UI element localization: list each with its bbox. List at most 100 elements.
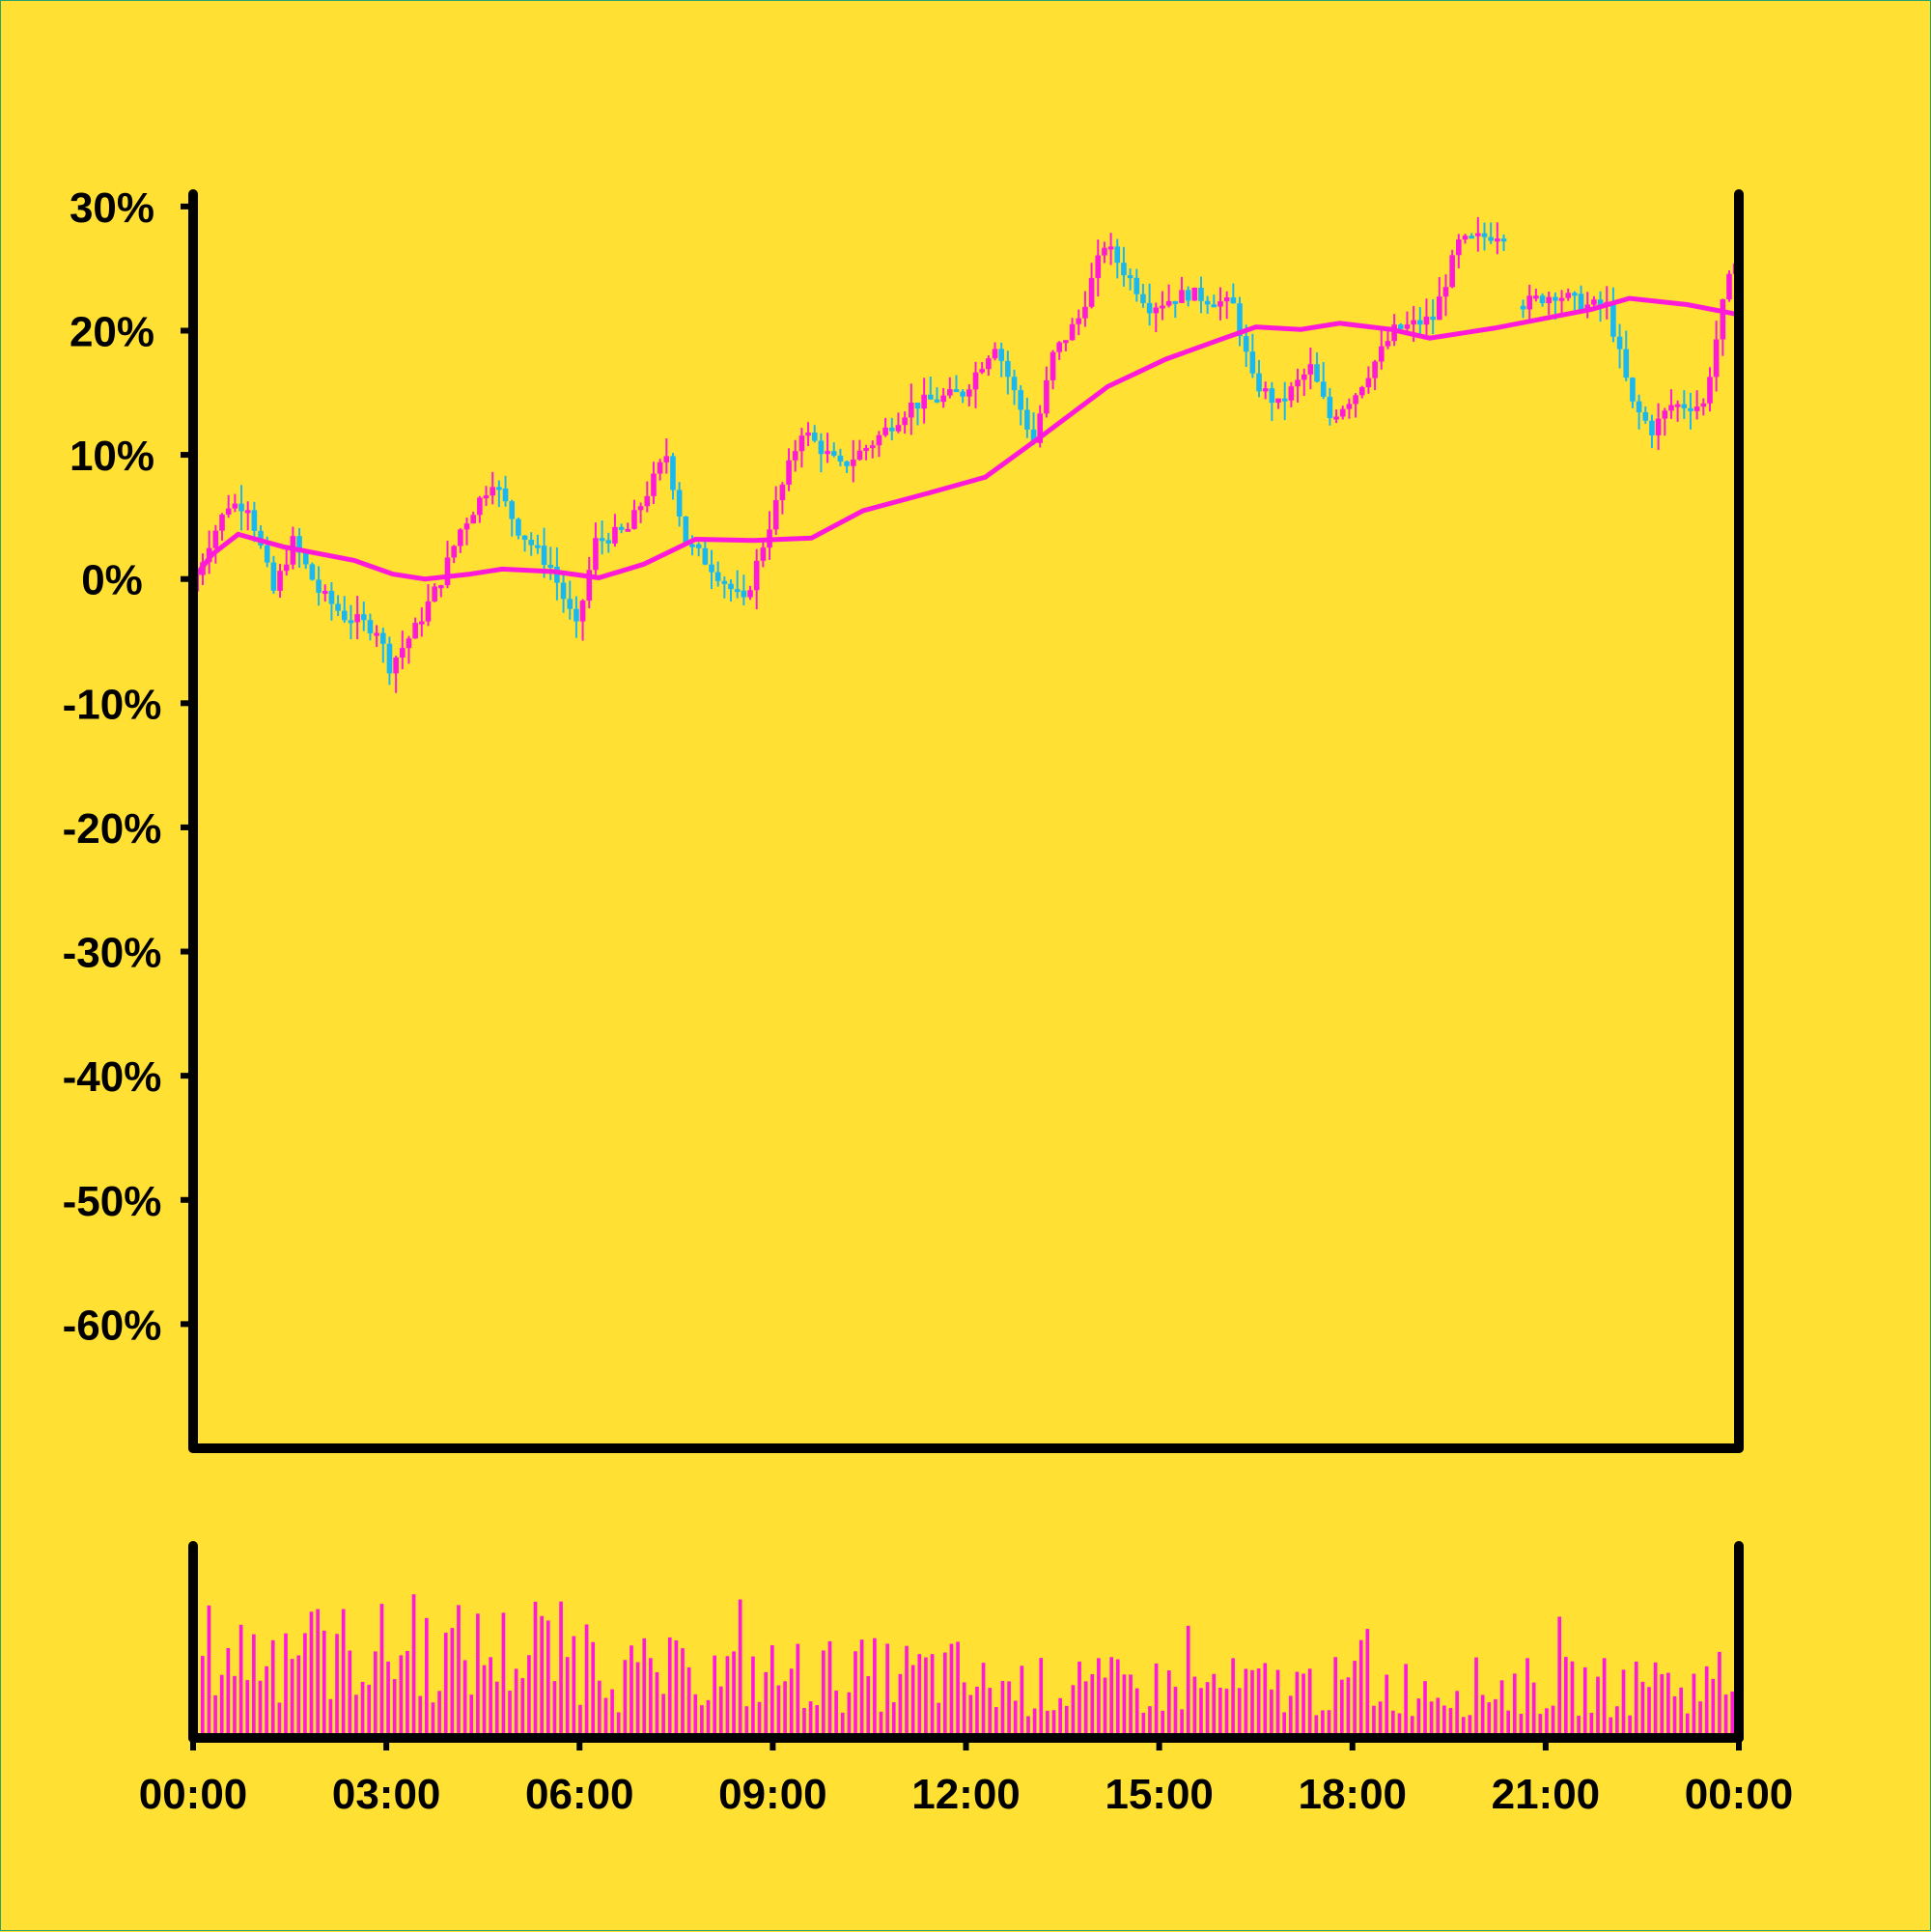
volume-bar — [1013, 1700, 1018, 1734]
volume-bar — [476, 1613, 480, 1734]
volume-bar — [661, 1694, 665, 1734]
volume-bar — [1455, 1691, 1459, 1734]
volume-bar — [732, 1651, 736, 1734]
candle-body — [1018, 390, 1024, 410]
volume-bar — [1275, 1669, 1280, 1734]
candle-body — [1597, 299, 1604, 306]
volume-bar — [598, 1680, 602, 1734]
candle-body — [1442, 287, 1449, 297]
candle-body — [1726, 273, 1732, 300]
candle-body — [1320, 381, 1327, 397]
volume-bar — [1704, 1666, 1709, 1734]
volume-bar — [540, 1615, 544, 1734]
candle-body — [1378, 346, 1385, 362]
candle-body — [702, 547, 709, 565]
volume-bar — [1577, 1716, 1581, 1734]
volume-bar — [1115, 1659, 1120, 1734]
volume-bar — [1525, 1658, 1529, 1734]
volume-bar — [1679, 1687, 1683, 1734]
candle-body — [1630, 378, 1636, 402]
volume-bar — [1404, 1664, 1408, 1734]
volume-bar — [1474, 1657, 1478, 1734]
candle-body — [400, 648, 406, 658]
candle-body — [1642, 411, 1649, 421]
volume-bar — [1270, 1689, 1273, 1734]
candle-body — [1005, 360, 1011, 378]
volume-bar — [873, 1638, 877, 1734]
volume-bar — [1718, 1651, 1721, 1734]
volume-bar — [494, 1681, 499, 1734]
volume-bar — [1442, 1705, 1446, 1734]
candle-body — [1024, 409, 1030, 430]
volume-bar — [1506, 1710, 1510, 1734]
candle-body — [386, 643, 393, 674]
candle-body — [496, 487, 502, 490]
volume-bar — [1250, 1669, 1254, 1734]
candle-body — [302, 552, 309, 565]
y-tick-label: -50% — [63, 1178, 162, 1225]
candle-body — [1333, 416, 1339, 420]
candle-body — [1011, 377, 1018, 391]
candle-body — [792, 451, 798, 461]
volume-bar — [1685, 1713, 1690, 1734]
volume-bar — [975, 1687, 979, 1734]
volume-bar — [1339, 1679, 1344, 1734]
candle-body — [1623, 349, 1630, 378]
candle-body — [986, 358, 992, 370]
volume-bar — [898, 1673, 903, 1734]
candle-body — [1411, 320, 1416, 325]
candle-body — [1475, 233, 1481, 237]
volume-bar — [508, 1691, 512, 1734]
volume-bar — [1512, 1673, 1517, 1734]
volume-bar — [822, 1650, 826, 1734]
volume-bar — [1621, 1669, 1626, 1734]
volume-bar — [796, 1643, 800, 1734]
candle-body — [618, 526, 625, 530]
volume-bar — [392, 1679, 397, 1734]
candle-body — [663, 456, 670, 462]
candle-body — [593, 538, 599, 571]
candle-body — [432, 586, 437, 602]
volume-bar — [1672, 1695, 1677, 1734]
candle-body — [844, 461, 850, 466]
volume-bar — [859, 1639, 864, 1734]
candle-body — [979, 369, 985, 373]
candle-body — [1102, 247, 1107, 256]
candle-body — [264, 545, 270, 563]
x-axis-ticks: 00:00 03:00 06:00 09:00 12:00 15:00 18:00 21:00… — [139, 1738, 1793, 1818]
volume-bar — [1448, 1708, 1453, 1734]
candle-body — [483, 495, 490, 499]
candle-body — [914, 403, 921, 409]
candle-body — [895, 425, 902, 432]
candle-body — [940, 395, 946, 403]
volume-bar — [655, 1671, 659, 1734]
candle-body — [1391, 324, 1397, 342]
volume-bar — [1212, 1673, 1217, 1734]
candle-body — [1217, 301, 1223, 307]
volume-bar — [1660, 1673, 1665, 1734]
candle-body — [1553, 296, 1558, 301]
x-tick-label: 18:00 — [1298, 1771, 1407, 1818]
volume-bar — [910, 1665, 915, 1734]
volume-bar — [891, 1702, 896, 1734]
candle-body — [1636, 401, 1642, 412]
volume-bar — [635, 1662, 640, 1734]
candle-body — [528, 539, 535, 546]
volume-bar — [693, 1694, 698, 1734]
volume-bar — [1423, 1681, 1427, 1734]
candle-body — [882, 427, 888, 435]
candle-body — [419, 621, 425, 625]
volume-bar — [469, 1694, 474, 1734]
volume-bar — [1711, 1678, 1716, 1734]
volume-bar — [1499, 1680, 1504, 1734]
candle-body — [586, 570, 593, 602]
volume-bar — [988, 1688, 993, 1734]
volume-bar — [360, 1681, 365, 1734]
candle-body — [811, 433, 818, 441]
volume-bar — [207, 1605, 211, 1734]
candle-body — [837, 455, 844, 462]
volume-bar — [252, 1634, 256, 1734]
volume-bar — [962, 1682, 966, 1734]
volume-bar — [1358, 1639, 1363, 1734]
volume-bar — [335, 1634, 339, 1734]
